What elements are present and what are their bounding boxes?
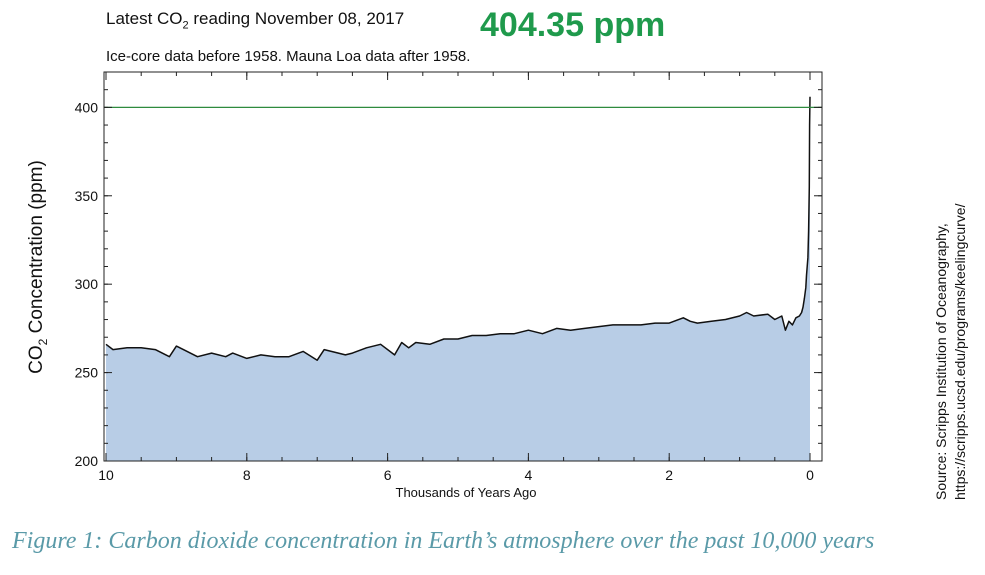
co2-area: [106, 96, 810, 462]
latest-reading-value: 404.35 ppm: [480, 6, 666, 44]
x-tick-label: 4: [525, 467, 533, 483]
source-line-2: https://scripps.ucsd.edu/programs/keelin…: [952, 203, 968, 500]
x-axis-label: Thousands of Years Ago: [396, 485, 537, 500]
x-tick-label: 8: [243, 467, 251, 483]
latest-reading-label: Latest CO2 reading November 08, 2017: [106, 9, 405, 32]
axis-layer: 10 8 6 4 2 0 200 250 300 350 400: [75, 71, 823, 483]
chart-subtitle: Ice-core data before 1958. Mauna Loa dat…: [106, 48, 471, 65]
area-layer: [105, 96, 811, 462]
y-tick-label: 350: [75, 188, 99, 204]
x-tick-label: 0: [806, 467, 814, 483]
x-tick-label: 6: [384, 467, 392, 483]
y-tick-label: 300: [75, 276, 99, 292]
x-tick-label: 2: [665, 467, 673, 483]
co2-chart: 10 8 6 4 2 0 200 250 300 350 400 Thousands of Year…: [26, 71, 968, 500]
x-tick-label: 10: [98, 467, 114, 483]
y-axis-label: CO2 Concentration (ppm): [26, 160, 50, 374]
y-tick-label: 250: [75, 365, 99, 381]
y-tick-label: 400: [75, 99, 99, 115]
co2-series-line: [105, 96, 811, 361]
source-line-1: Source: Scripps Institution of Oceanogra…: [933, 223, 949, 500]
figure-caption: Figure 1: Carbon dioxide concentration i…: [12, 528, 875, 554]
y-tick-label: 200: [75, 453, 99, 469]
